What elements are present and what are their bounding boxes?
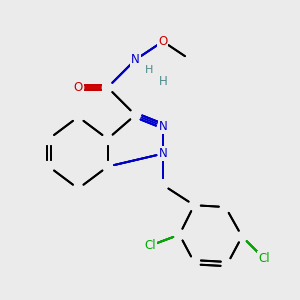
Text: N: N xyxy=(131,53,140,66)
Text: H: H xyxy=(158,75,167,88)
Text: N: N xyxy=(158,147,167,160)
Text: N: N xyxy=(158,120,167,133)
Text: Cl: Cl xyxy=(258,252,270,265)
Text: O: O xyxy=(158,35,167,48)
Text: H: H xyxy=(145,65,154,75)
Text: O: O xyxy=(74,81,83,94)
Text: Cl: Cl xyxy=(144,239,156,252)
